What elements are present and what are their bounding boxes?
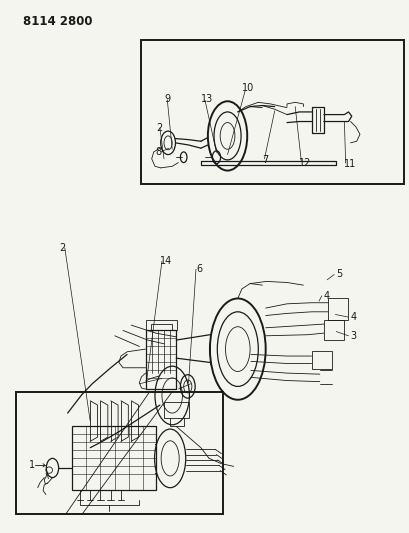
- Text: 10: 10: [241, 83, 254, 93]
- Text: 1: 1: [29, 461, 35, 470]
- Text: 4: 4: [350, 312, 356, 322]
- Text: 7: 7: [262, 155, 268, 165]
- Text: 5: 5: [335, 270, 342, 279]
- Text: 2: 2: [155, 123, 162, 133]
- Bar: [72, 426, 155, 490]
- Bar: [141, 40, 403, 184]
- Text: 9: 9: [164, 94, 170, 103]
- Bar: [145, 320, 177, 330]
- Bar: [16, 392, 223, 514]
- Bar: [311, 351, 331, 369]
- Bar: [164, 402, 188, 418]
- Text: 12: 12: [299, 158, 311, 167]
- Bar: [327, 298, 348, 320]
- Text: 8: 8: [155, 147, 162, 157]
- Bar: [323, 320, 344, 340]
- Text: 6: 6: [196, 264, 202, 274]
- Text: 11: 11: [344, 159, 356, 169]
- Text: 13: 13: [200, 94, 213, 103]
- Text: 2: 2: [59, 243, 65, 253]
- Text: 4: 4: [323, 291, 329, 301]
- Text: 14: 14: [160, 256, 172, 266]
- Text: 8114 2800: 8114 2800: [22, 15, 92, 28]
- Text: 3: 3: [350, 331, 356, 341]
